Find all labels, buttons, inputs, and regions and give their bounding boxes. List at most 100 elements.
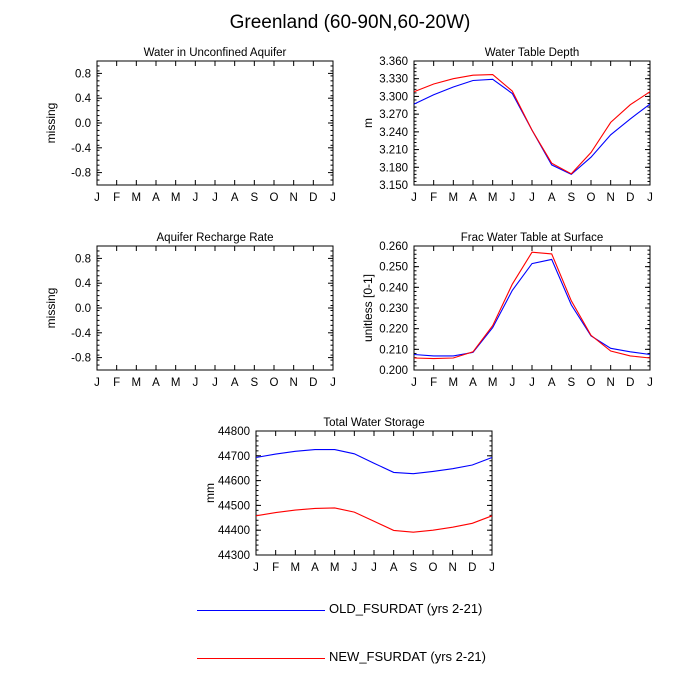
x-tick-label: F <box>113 377 120 389</box>
legend-line-new <box>197 658 325 659</box>
y-axis-label: mm <box>203 483 217 503</box>
panel-title: Water Table Depth <box>485 47 580 59</box>
y-tick-label: -0.8 <box>71 168 91 180</box>
y-tick-label: -0.8 <box>71 353 91 365</box>
y-tick-label: 44500 <box>218 500 250 512</box>
x-tick-label: J <box>647 192 653 204</box>
x-tick-label: M <box>171 192 181 204</box>
x-tick-label: N <box>290 192 298 204</box>
y-tick-label: 0.0 <box>75 118 91 130</box>
y-tick-label: 44400 <box>218 525 250 537</box>
y-tick-label: 0.240 <box>379 282 408 294</box>
series-line-old <box>413 78 651 176</box>
x-tick-label: A <box>469 192 477 204</box>
y-tick-label: 0.4 <box>75 93 92 105</box>
x-tick-label: M <box>488 377 498 389</box>
x-tick-label: J <box>371 562 377 574</box>
x-tick-label: J <box>647 377 653 389</box>
y-axis-label: missing <box>44 103 58 144</box>
x-tick-label: A <box>231 377 239 389</box>
x-tick-label: F <box>430 377 437 389</box>
x-tick-label: J <box>330 377 336 389</box>
y-tick-label: 0.8 <box>75 68 91 80</box>
plot-frame <box>413 245 651 371</box>
x-tick-label: F <box>430 192 437 204</box>
x-tick-label: D <box>468 562 476 574</box>
x-tick-label: J <box>509 192 515 204</box>
y-tick-label: 0.260 <box>379 241 408 253</box>
y-tick-label: 0.230 <box>379 303 408 315</box>
x-tick-label: N <box>607 192 615 204</box>
x-tick-label: J <box>94 377 100 389</box>
x-tick-label: J <box>529 377 535 389</box>
y-axis-label: unitless [0-1] <box>361 274 375 342</box>
x-tick-label: F <box>272 562 279 574</box>
x-tick-label: O <box>429 562 438 574</box>
y-tick-label: 0.200 <box>379 365 408 377</box>
plot-frame <box>255 430 493 556</box>
x-tick-label: A <box>152 192 160 204</box>
x-tick-label: A <box>152 377 160 389</box>
panel-title: Total Water Storage <box>323 417 424 429</box>
plot-frame <box>96 60 334 186</box>
x-tick-label: M <box>330 562 340 574</box>
y-tick-label: 0.210 <box>379 344 408 356</box>
x-tick-label: A <box>311 562 319 574</box>
y-tick-label: 0.220 <box>379 324 408 336</box>
x-tick-label: F <box>113 192 120 204</box>
x-tick-label: M <box>449 192 459 204</box>
x-tick-label: S <box>250 192 258 204</box>
y-tick-label: 44700 <box>218 451 250 463</box>
legend-label-new: NEW_FSURDAT (yrs 2-21) <box>329 649 486 664</box>
x-tick-label: J <box>411 377 417 389</box>
x-tick-label: M <box>488 192 498 204</box>
y-tick-label: 3.270 <box>379 109 408 121</box>
x-tick-label: M <box>291 562 301 574</box>
x-tick-label: M <box>132 377 142 389</box>
x-tick-label: N <box>449 562 457 574</box>
legend-line-old <box>197 610 325 611</box>
series-line-new <box>255 507 493 533</box>
y-tick-label: 3.180 <box>379 162 408 174</box>
x-tick-label: J <box>509 377 515 389</box>
y-tick-label: 3.360 <box>379 56 408 68</box>
series-line-old <box>413 258 651 357</box>
panel-title: Water in Unconfined Aquifer <box>144 47 287 59</box>
x-tick-label: J <box>192 192 198 204</box>
y-tick-label: 0.8 <box>75 253 91 265</box>
y-axis-label: missing <box>44 288 58 329</box>
panel-title: Frac Water Table at Surface <box>461 232 604 244</box>
y-tick-label: 0.250 <box>379 262 408 274</box>
x-tick-label: A <box>548 192 556 204</box>
y-axis-label: m <box>361 118 375 128</box>
x-tick-label: J <box>411 192 417 204</box>
x-tick-label: S <box>567 192 575 204</box>
y-tick-label: 3.210 <box>379 145 408 157</box>
y-tick-label: 0.0 <box>75 303 91 315</box>
y-tick-label: 3.240 <box>379 127 408 139</box>
x-tick-label: D <box>626 377 634 389</box>
panel-title: Aquifer Recharge Rate <box>157 232 274 244</box>
y-tick-label: 44300 <box>218 550 250 562</box>
x-tick-label: J <box>192 377 198 389</box>
x-tick-label: M <box>171 377 181 389</box>
x-tick-label: D <box>309 192 317 204</box>
x-tick-label: A <box>548 377 556 389</box>
x-tick-label: J <box>94 192 100 204</box>
x-tick-label: O <box>270 192 279 204</box>
x-tick-label: O <box>587 377 596 389</box>
x-tick-label: J <box>330 192 336 204</box>
x-tick-label: O <box>270 377 279 389</box>
x-tick-label: N <box>290 377 298 389</box>
y-tick-label: 3.150 <box>379 180 408 192</box>
y-tick-label: 44600 <box>218 476 250 488</box>
x-tick-label: A <box>469 377 477 389</box>
x-tick-label: A <box>390 562 398 574</box>
x-tick-label: S <box>567 377 575 389</box>
x-tick-label: N <box>607 377 615 389</box>
